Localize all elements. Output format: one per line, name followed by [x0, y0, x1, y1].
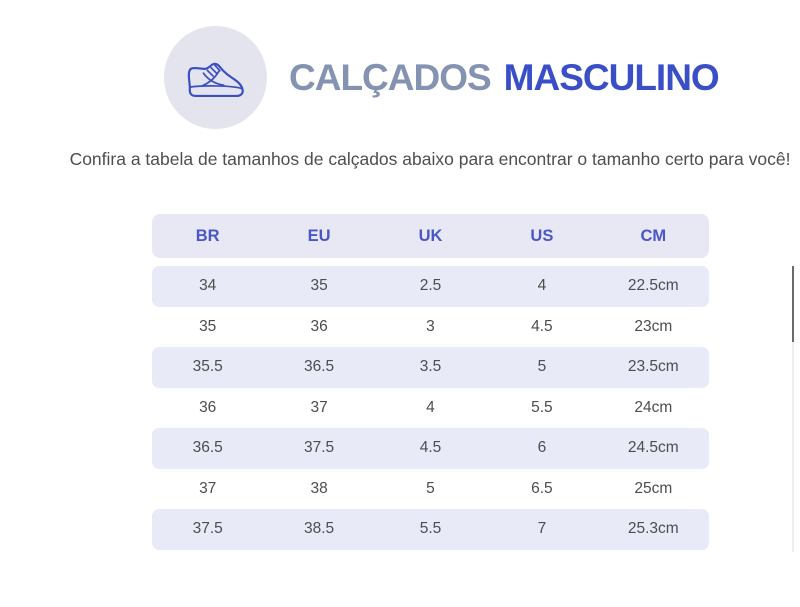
size-table-header: BR EU UK US CM: [152, 214, 709, 258]
table-cell: 35: [199, 317, 217, 335]
table-cell: 6.5: [531, 479, 553, 497]
column-header-eu: EU: [307, 227, 331, 245]
table-cell: 25cm: [634, 479, 673, 497]
brand-header: CALÇADOS MASCULINO: [164, 26, 720, 129]
table-row: 35 36 3 4.5 23cm: [152, 307, 709, 348]
table-row: 34 35 2.5 4 22.5cm: [152, 266, 709, 307]
table-cell: 35: [310, 277, 328, 294]
title-gender: MASCULINO: [503, 56, 720, 98]
table-cell: 24.5cm: [627, 439, 679, 456]
size-table-body: 34 35 2.5 4 22.5cm 35 36 3 4.5 23cm 35.5 36.5 3.5 5 23…: [152, 266, 709, 550]
table-cell: 23.5cm: [627, 358, 679, 375]
size-table: BR EU UK US CM 34 35 2.5 4 22.5cm 35 36 3 4.5 23cm 35.…: [152, 214, 709, 550]
table-cell: 38.5: [304, 520, 335, 537]
page-title: CALÇADOS MASCULINO: [289, 56, 720, 99]
table-cell: 36: [199, 398, 217, 416]
table-cell: 3.5: [419, 358, 442, 375]
table-row: 37.5 38.5 5.5 7 25.3cm: [152, 509, 709, 550]
table-cell: 4: [537, 277, 547, 294]
column-header-uk: UK: [418, 227, 443, 245]
table-row: 35.5 36.5 3.5 5 23.5cm: [152, 347, 709, 388]
table-cell: 5.5: [419, 520, 442, 537]
table-cell: 5.5: [531, 398, 553, 416]
table-cell: 7: [537, 520, 547, 537]
scrollbar-thumb[interactable]: [792, 266, 794, 342]
scrollbar-track[interactable]: [792, 266, 794, 552]
table-cell: 36.5: [192, 439, 223, 456]
table-row: 36 37 4 5.5 24cm: [152, 388, 709, 429]
table-row: 36.5 37.5 4.5 6 24.5cm: [152, 428, 709, 469]
table-cell: 4.5: [531, 317, 553, 335]
column-header-cm: CM: [640, 227, 667, 245]
table-cell: 36: [310, 317, 328, 335]
table-cell: 5: [426, 479, 435, 497]
table-cell: 24cm: [634, 398, 673, 416]
column-header-us: US: [530, 227, 554, 245]
table-cell: 22.5cm: [627, 277, 679, 294]
table-cell: 38: [310, 479, 328, 497]
table-cell: 6: [537, 439, 547, 456]
table-cell: 36.5: [304, 358, 335, 375]
table-cell: 25.3cm: [627, 520, 679, 537]
table-cell: 5: [537, 358, 547, 375]
table-cell: 3: [426, 317, 435, 335]
table-cell: 4: [426, 398, 435, 416]
table-cell: 37: [199, 479, 217, 497]
table-cell: 23cm: [634, 317, 673, 335]
table-cell: 35.5: [192, 358, 223, 375]
sneaker-icon: [164, 26, 267, 129]
table-cell: 37: [310, 398, 328, 416]
table-row: 37 38 5 6.5 25cm: [152, 469, 709, 510]
intro-text: Confira a tabela de tamanhos de calçados…: [69, 149, 791, 169]
sneaker-icon-glyph: [187, 62, 244, 97]
column-header-br: BR: [195, 227, 220, 245]
table-cell: 2.5: [419, 277, 442, 294]
table-cell: 37.5: [192, 520, 223, 537]
table-cell: 37.5: [304, 439, 335, 456]
table-cell: 34: [199, 277, 217, 294]
table-cell: 4.5: [419, 439, 442, 456]
title-category: CALÇADOS: [289, 56, 492, 98]
